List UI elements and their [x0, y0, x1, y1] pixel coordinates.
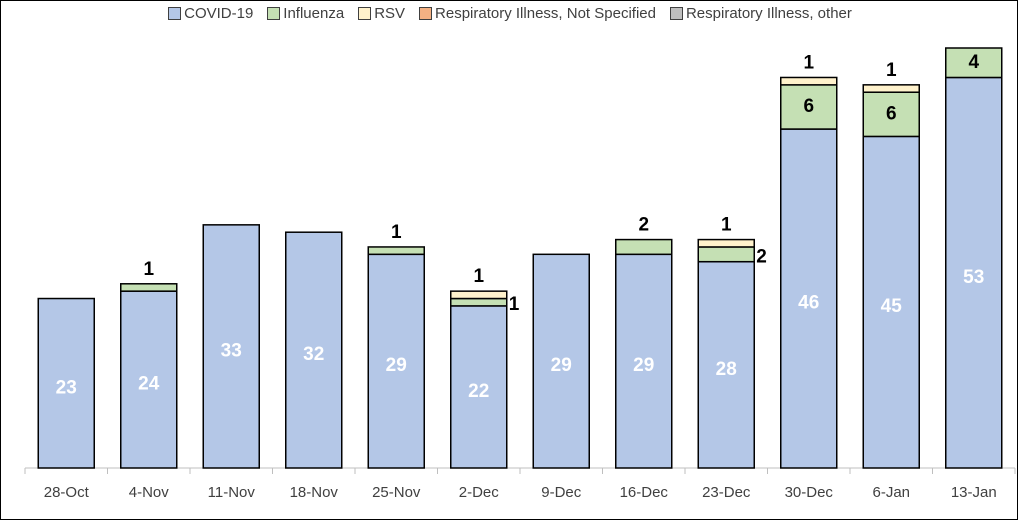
- bar-segment: [780, 128, 838, 469]
- data-label: 29: [386, 355, 407, 376]
- legend-swatch: [267, 7, 281, 20]
- legend-label: COVID-19: [184, 5, 254, 22]
- data-label: 1: [803, 52, 814, 73]
- legend-label: RSV: [374, 5, 406, 22]
- data-label: 28: [716, 359, 737, 380]
- x-tick-label: 4-Nov: [129, 484, 170, 501]
- bar-segment: [37, 297, 95, 469]
- bar-segment: [697, 260, 755, 469]
- bar-segment: [945, 76, 1003, 469]
- x-tick-label: 11-Nov: [208, 484, 256, 501]
- bar-segment: [285, 231, 343, 469]
- data-label: 1: [509, 294, 520, 315]
- bar-segment: [780, 84, 838, 130]
- legend-item: Respiratory Illness, Not Specified: [419, 5, 656, 22]
- bar-segment: [202, 224, 260, 469]
- data-label: 6: [803, 96, 814, 117]
- data-label: 32: [303, 344, 324, 365]
- data-label: 53: [963, 267, 984, 288]
- bar-segment: [450, 297, 508, 307]
- data-label: 2: [638, 215, 649, 236]
- bar-segment: [615, 253, 673, 469]
- x-tick-label: 28-Oct: [44, 484, 90, 501]
- legend-item: Influenza: [267, 5, 344, 22]
- data-label: 1: [143, 259, 154, 280]
- x-tick-label: 30-Dec: [785, 484, 834, 501]
- data-label: 45: [881, 296, 903, 317]
- data-label: 22: [468, 381, 489, 402]
- bar-segment: [120, 283, 178, 292]
- data-label: 33: [221, 340, 242, 361]
- data-label: 29: [633, 355, 654, 376]
- data-label: 6: [886, 103, 897, 124]
- legend: COVID-19 Influenza RSV Respiratory Illness,…: [1, 5, 1017, 22]
- bar-segment: [862, 91, 920, 138]
- data-label: 1: [886, 60, 897, 81]
- legend-item: Respiratory Illness, other: [669, 5, 852, 22]
- bar-segment: [532, 253, 590, 469]
- legend-swatch: [168, 7, 182, 20]
- bar-segment: [945, 47, 1003, 79]
- legend-label: Influenza: [283, 5, 345, 22]
- x-tick-label: 13-Jan: [951, 484, 997, 501]
- data-label: 23: [56, 377, 77, 398]
- x-tick-label: 6-Jan: [872, 484, 910, 501]
- x-tick-label: 25-Nov: [372, 484, 421, 501]
- data-label: 29: [551, 355, 572, 376]
- data-label: 1: [473, 266, 484, 287]
- legend-item: COVID-19: [168, 5, 253, 22]
- x-tick-label: 2-Dec: [459, 484, 500, 501]
- bar-segment: [450, 305, 508, 469]
- data-label: 46: [798, 293, 819, 314]
- bar-segment: [367, 253, 425, 469]
- x-tick-label: 23-Dec: [702, 484, 751, 501]
- legend-swatch: [669, 7, 683, 20]
- legend-label: Respiratory Illness, Not Specified: [435, 5, 656, 22]
- data-label: 1: [721, 215, 732, 236]
- bar-segment: [862, 135, 920, 469]
- data-label: 24: [138, 374, 160, 395]
- bar-segment: [862, 84, 920, 93]
- bar-segment: [120, 290, 178, 469]
- x-tick-label: 9-Dec: [541, 484, 582, 501]
- data-label: 2: [756, 246, 767, 267]
- x-tick-label: 16-Dec: [620, 484, 669, 501]
- legend-swatch: [358, 7, 372, 20]
- data-label: 1: [391, 222, 402, 243]
- bar-segment: [697, 246, 755, 263]
- bar-segment: [780, 76, 838, 86]
- bar-segment: [367, 246, 425, 256]
- x-tick-label: 18-Nov: [290, 484, 339, 501]
- bar-segment: [450, 290, 508, 300]
- legend-label: Respiratory Illness, other: [685, 5, 852, 22]
- bar-segment: [697, 238, 755, 248]
- legend-swatch: [419, 7, 433, 20]
- legend-item: RSV: [358, 5, 405, 22]
- bar-segment: [615, 238, 673, 256]
- data-label: 4: [968, 52, 979, 73]
